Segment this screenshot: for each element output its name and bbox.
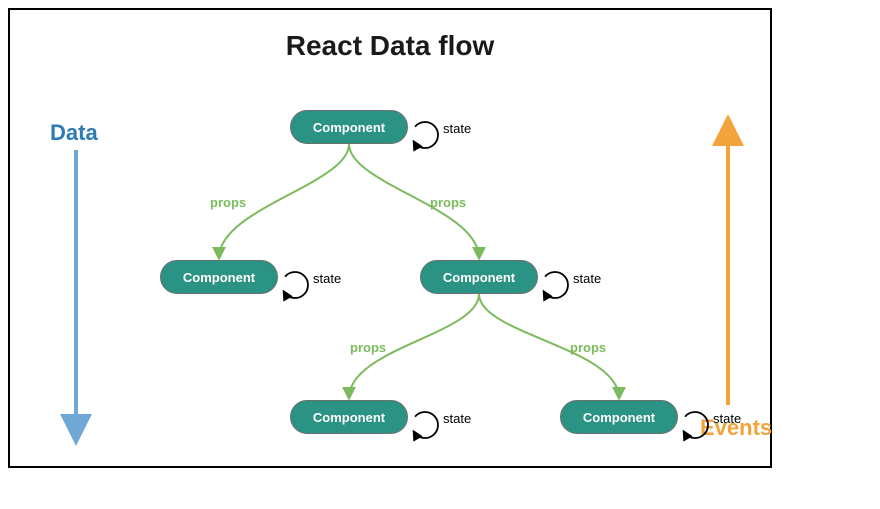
props-label: props [430, 195, 466, 210]
component-node: Component [160, 260, 278, 294]
component-node: Component [290, 110, 408, 144]
state-label: state [313, 271, 341, 286]
props-label: props [570, 340, 606, 355]
state-label: state [573, 271, 601, 286]
component-node: Component [420, 260, 538, 294]
diagram-frame: React Data flow Data Events ComponentCom… [8, 8, 772, 468]
state-label: state [443, 121, 471, 136]
component-node: Component [560, 400, 678, 434]
diagram-title: React Data flow [10, 30, 770, 62]
props-label: props [350, 340, 386, 355]
data-label: Data [50, 120, 98, 146]
component-node: Component [290, 400, 408, 434]
props-label: props [210, 195, 246, 210]
state-label: state [713, 411, 741, 426]
state-label: state [443, 411, 471, 426]
